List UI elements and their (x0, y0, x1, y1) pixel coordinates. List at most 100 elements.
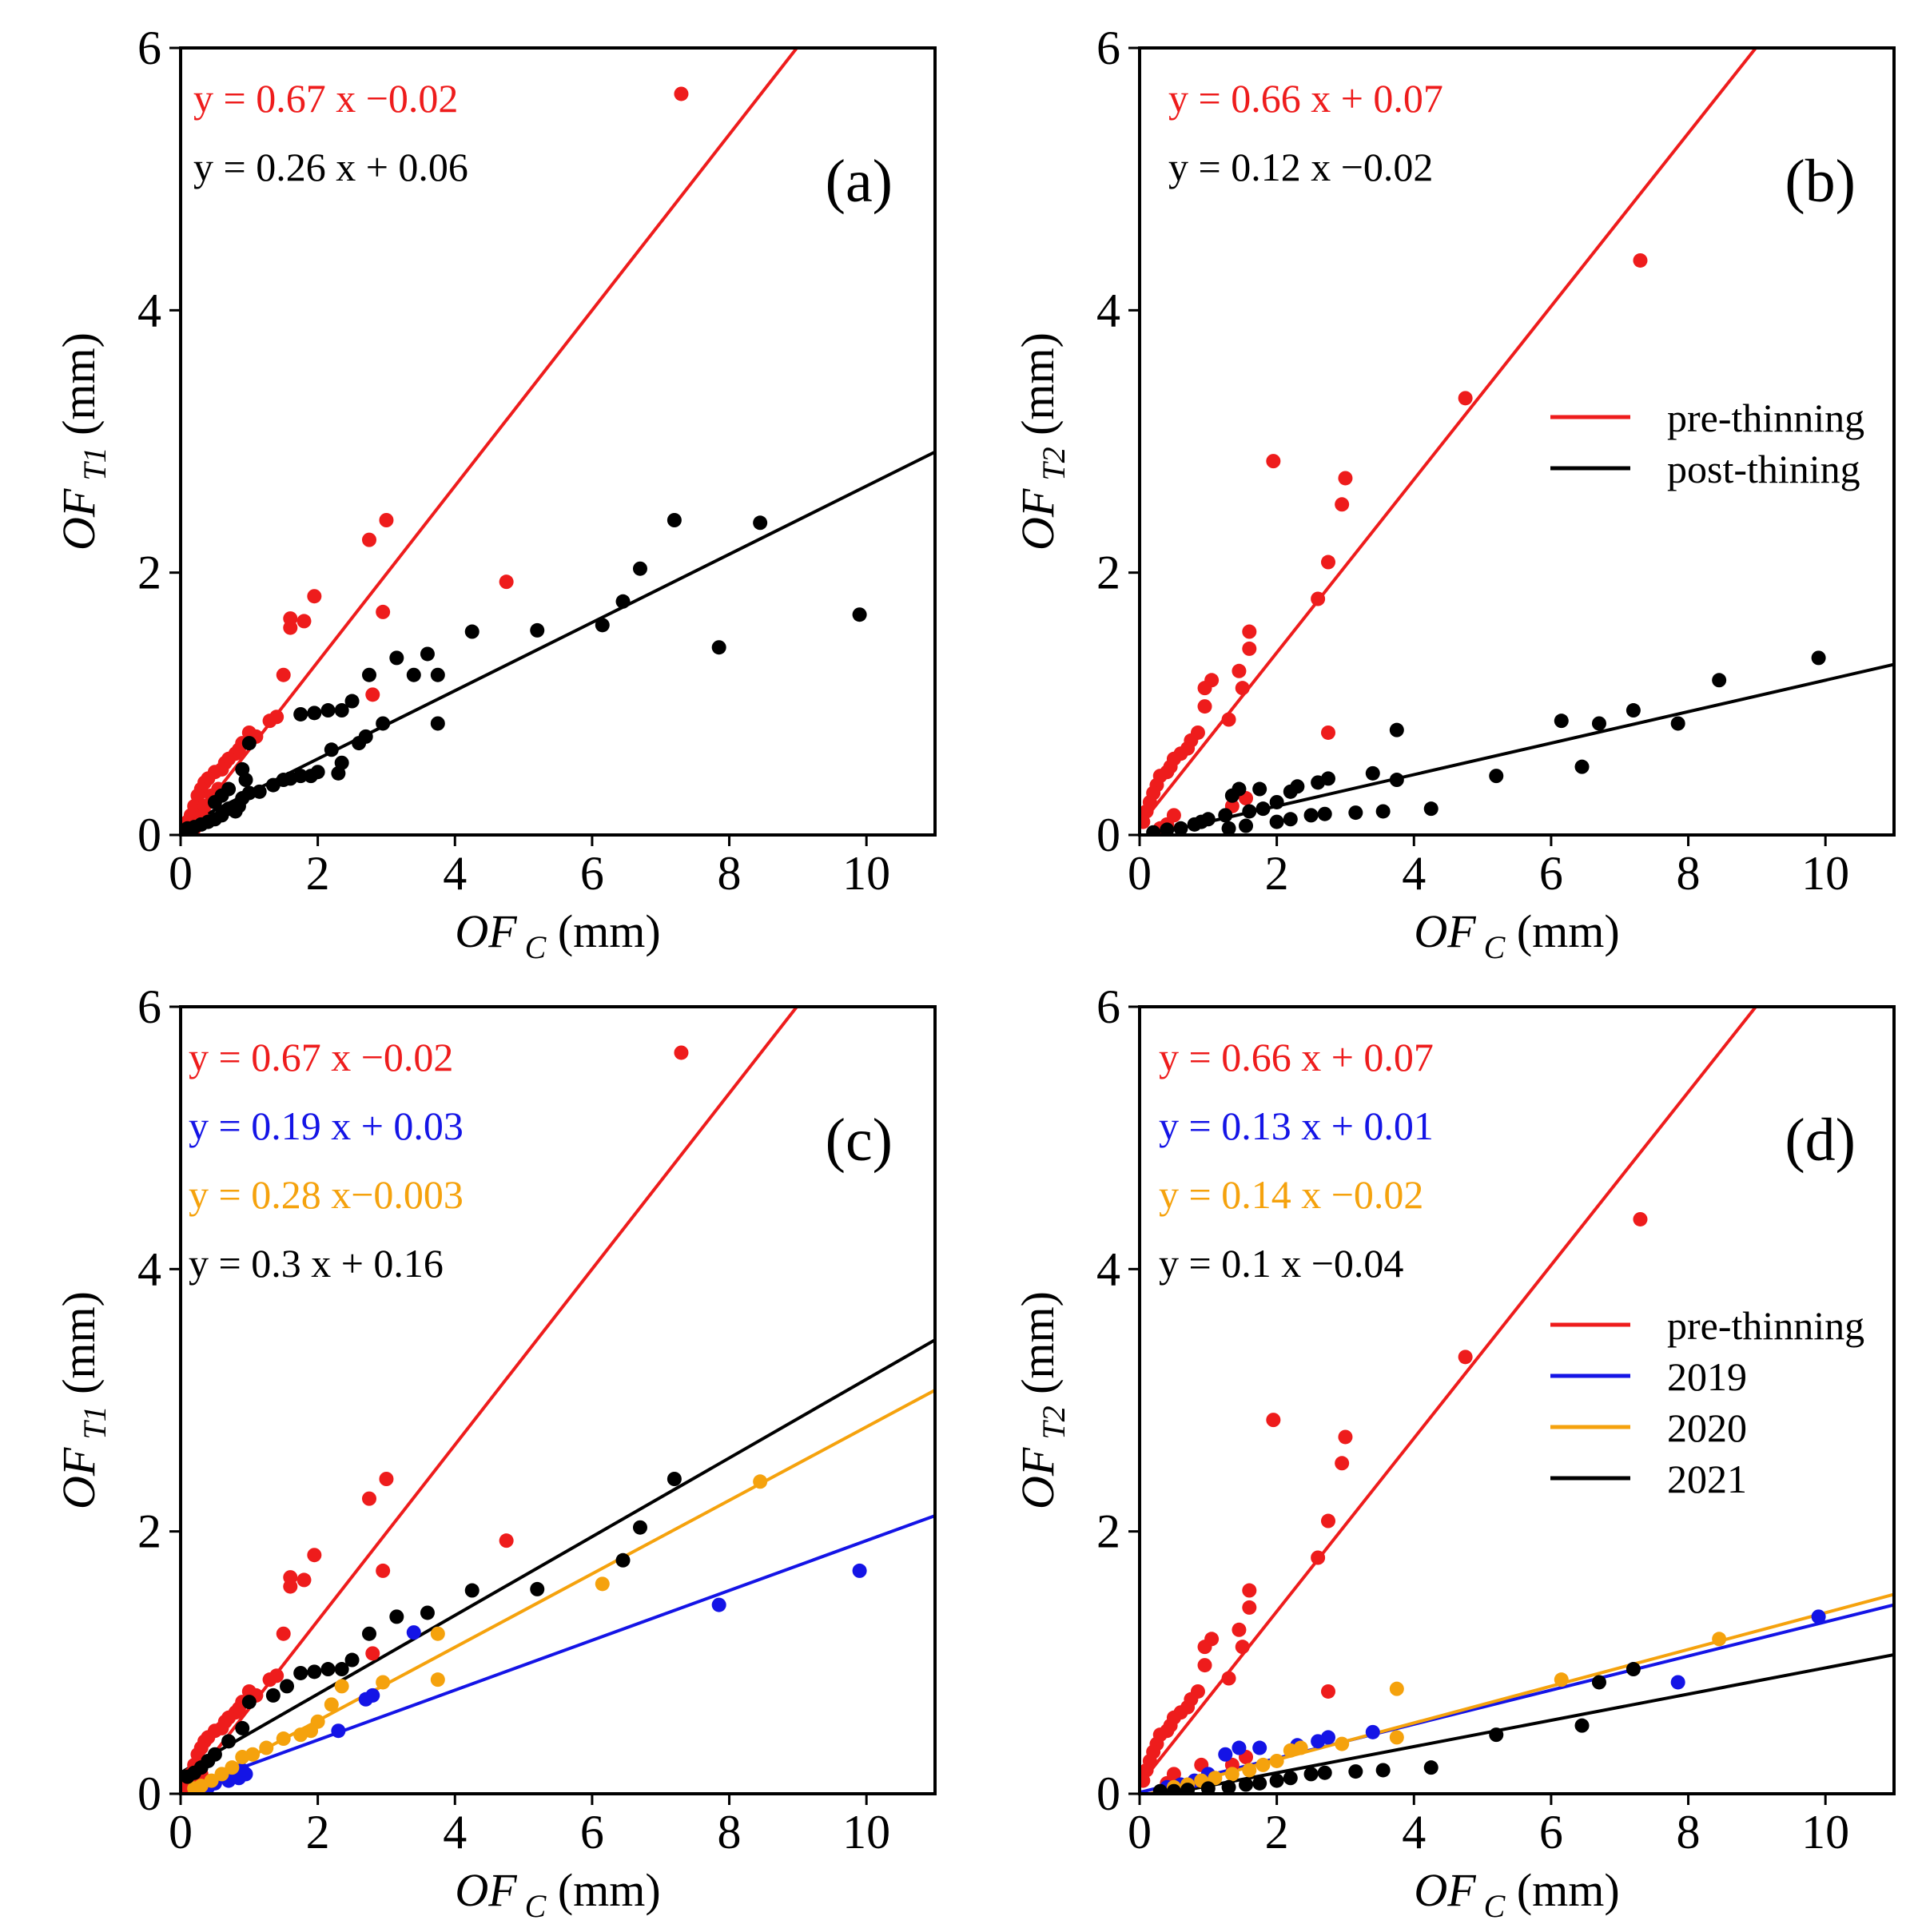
point-2021 (389, 1609, 404, 1624)
point-post-thinning (376, 716, 391, 731)
fit-lines (181, 48, 935, 835)
point-2021 (530, 1581, 545, 1596)
y-tick-label: 2 (1096, 547, 1120, 599)
x-tick-label: 6 (1539, 1806, 1563, 1858)
point-2021 (1252, 1775, 1267, 1791)
point-2019 (711, 1597, 726, 1612)
point-pre-thinning (1221, 1671, 1236, 1686)
x-tick-label: 10 (1801, 1806, 1849, 1858)
point-post-thinning (595, 618, 610, 633)
point-2019 (1311, 1734, 1326, 1749)
point-pre-thinning (1242, 1583, 1257, 1598)
point-pre-thinning (1266, 1413, 1281, 1428)
point-post-thinning (352, 736, 367, 751)
point-pre-thinning (499, 1533, 514, 1548)
point-pre-thinning (1197, 699, 1212, 714)
point-2020 (595, 1576, 610, 1592)
point-pre-thinning (499, 574, 514, 590)
y-tick-label: 4 (137, 1242, 161, 1295)
point-pre-thinning (262, 1672, 277, 1688)
fit-line-pre-thinning (181, 1007, 799, 1794)
point-pre-thinning (1338, 471, 1353, 486)
point-post-thinning (667, 513, 682, 527)
point-2021 (1423, 1760, 1438, 1775)
point-2021 (464, 1583, 480, 1598)
point-2019 (331, 1723, 346, 1739)
point-post-thinning (632, 561, 647, 576)
point-2020 (753, 1474, 768, 1489)
point-2020 (187, 1781, 202, 1794)
scatter-points (1140, 252, 1826, 835)
point-pre-thinning (376, 604, 391, 619)
point-pre-thinning (1633, 1211, 1648, 1226)
point-2021 (221, 1734, 237, 1749)
point-post-thinning (1317, 806, 1332, 821)
point-2019 (1218, 1747, 1233, 1762)
panel-letter: (d) (1785, 1107, 1856, 1174)
point-pre-thinning (296, 1572, 312, 1588)
point-post-thinning (1389, 773, 1404, 788)
point-post-thinning (1221, 821, 1236, 835)
point-pre-thinning (1197, 1658, 1212, 1673)
point-2021 (632, 1520, 647, 1535)
point-2019 (406, 1625, 421, 1640)
point-2021 (1591, 1675, 1606, 1690)
point-post-thinning (1311, 775, 1326, 790)
x-tick-label: 10 (842, 847, 890, 900)
panel-c: 0 2 4 6 8 10 0 2 4 6 OF C (mm) OF T1 (mm) y = 0.67 x… (53, 980, 937, 1924)
point-2021 (1348, 1764, 1363, 1779)
y-axis-label: OF T1 (mm) (53, 332, 113, 551)
point-pre-thinning (307, 589, 322, 604)
point-pre-thinning (1232, 1622, 1247, 1637)
point-post-thinning (1626, 703, 1641, 718)
point-2020 (1208, 1771, 1223, 1786)
point-pre-thinning (1321, 725, 1335, 740)
point-pre-thinning (1140, 814, 1151, 829)
point-pre-thinning (307, 1548, 322, 1563)
x-tick-label: 4 (1402, 847, 1426, 900)
point-post-thinning (530, 622, 545, 638)
y-tick-label: 4 (1096, 284, 1120, 336)
point-pre-thinning (1242, 624, 1257, 639)
x-axis-label: OF C (mm) (455, 1864, 660, 1924)
point-post-thinning (1218, 808, 1233, 823)
point-pre-thinning (1335, 1456, 1350, 1471)
point-post-thinning (1283, 784, 1298, 799)
point-post-thinning (1811, 650, 1826, 666)
point-post-thinning (1389, 722, 1404, 737)
point-pre-thinning (1221, 712, 1236, 727)
point-post-thinning (1670, 716, 1685, 731)
x-tick-label: 2 (1265, 847, 1289, 900)
x-tick-label: 0 (169, 1806, 193, 1858)
point-post-thinning (331, 765, 346, 781)
point-2019 (1232, 1740, 1247, 1755)
point-post-thinning (711, 640, 726, 655)
point-post-thinning (207, 794, 222, 809)
point-pre-thinning (262, 714, 277, 729)
y-tick-label: 0 (1096, 809, 1120, 861)
point-2019 (1670, 1675, 1685, 1690)
point-2019 (1252, 1740, 1267, 1755)
point-pre-thinning (1321, 555, 1335, 570)
point-2020 (1224, 1767, 1240, 1782)
point-2021 (1200, 1781, 1216, 1794)
point-pre-thinning (241, 1684, 257, 1699)
y-tick-label: 2 (1096, 1505, 1120, 1558)
x-axis-label: OF C (mm) (1414, 1864, 1619, 1924)
point-post-thinning (430, 667, 445, 682)
point-post-thinning (753, 515, 768, 531)
point-2021 (667, 1472, 682, 1486)
point-post-thinning (293, 706, 308, 722)
point-pre-thinning (1242, 641, 1257, 656)
point-2019 (1811, 1609, 1826, 1624)
point-2021 (1239, 1777, 1254, 1792)
legend-label: post-thining (1667, 447, 1860, 491)
y-tick-label: 6 (137, 980, 161, 1033)
point-pre-thinning (1311, 591, 1326, 606)
x-tick-label: 8 (1677, 847, 1701, 900)
point-pre-thinning (1197, 681, 1212, 696)
point-2019 (1365, 1724, 1380, 1739)
y-tick-label: 0 (137, 1767, 161, 1820)
